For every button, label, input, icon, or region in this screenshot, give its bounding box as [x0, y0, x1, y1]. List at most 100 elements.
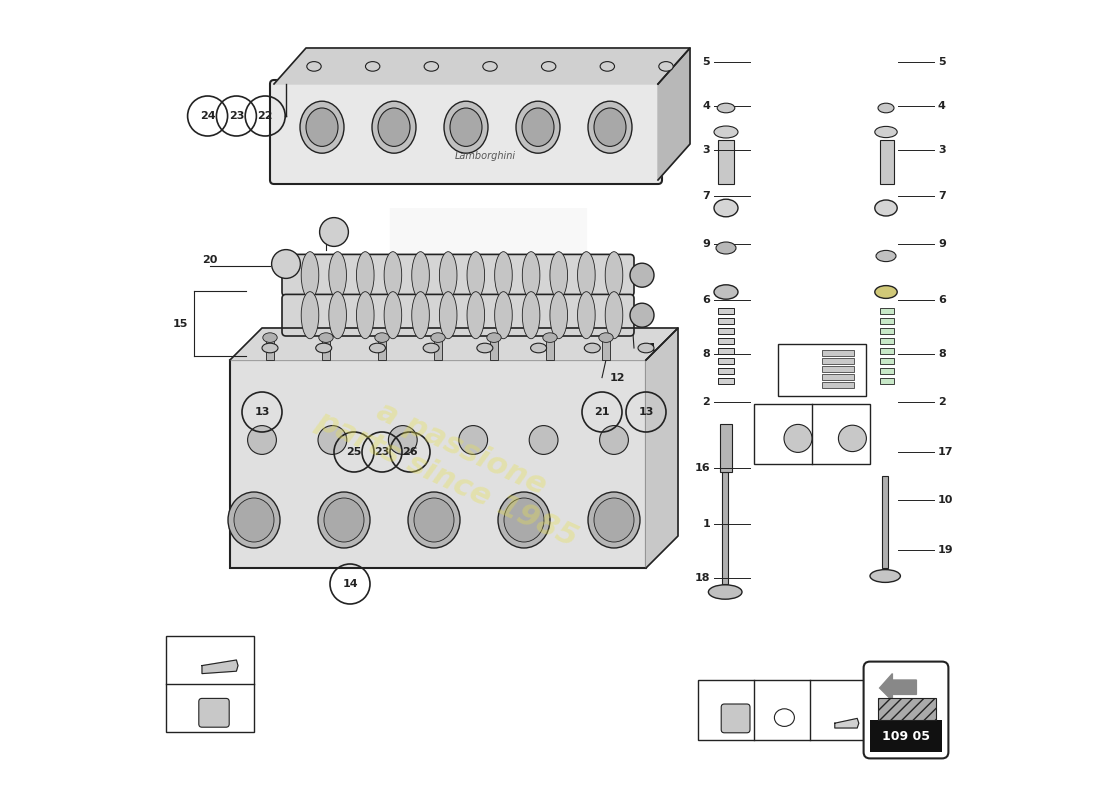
Ellipse shape	[714, 199, 738, 217]
Ellipse shape	[578, 292, 595, 338]
Text: 20: 20	[202, 255, 218, 265]
Ellipse shape	[659, 62, 673, 71]
FancyBboxPatch shape	[698, 680, 866, 740]
Ellipse shape	[365, 62, 380, 71]
Bar	[880, 348, 894, 354]
Ellipse shape	[522, 108, 554, 146]
Text: a passione
parts since 1985: a passione parts since 1985	[311, 375, 596, 553]
Text: 3: 3	[938, 146, 946, 155]
Ellipse shape	[598, 333, 613, 342]
FancyBboxPatch shape	[199, 698, 229, 727]
Text: 20: 20	[318, 227, 333, 237]
Text: 8: 8	[938, 349, 946, 358]
Ellipse shape	[300, 102, 344, 154]
Bar	[880, 318, 894, 324]
Ellipse shape	[594, 498, 634, 542]
Bar	[822, 366, 854, 372]
Ellipse shape	[375, 333, 389, 342]
Polygon shape	[230, 328, 678, 360]
Bar	[880, 308, 894, 314]
Circle shape	[459, 426, 487, 454]
Bar	[880, 140, 894, 184]
Ellipse shape	[874, 126, 898, 138]
Bar	[602, 340, 610, 360]
Ellipse shape	[316, 343, 332, 353]
Bar	[322, 340, 330, 360]
Bar	[718, 378, 734, 384]
Text: Lamborghini: Lamborghini	[454, 151, 516, 161]
Ellipse shape	[630, 263, 654, 287]
Text: 4: 4	[938, 101, 946, 110]
FancyBboxPatch shape	[722, 704, 750, 733]
Polygon shape	[202, 660, 238, 674]
Bar	[546, 340, 554, 360]
Text: 21: 21	[760, 414, 775, 423]
Ellipse shape	[468, 252, 485, 298]
Ellipse shape	[630, 303, 654, 327]
Ellipse shape	[717, 103, 735, 113]
Ellipse shape	[301, 292, 319, 338]
Text: 25: 25	[174, 706, 189, 715]
Bar	[378, 340, 386, 360]
Text: 2: 2	[702, 397, 710, 406]
Bar	[718, 358, 734, 364]
Ellipse shape	[876, 250, 896, 262]
Ellipse shape	[234, 498, 274, 542]
Ellipse shape	[495, 292, 513, 338]
Ellipse shape	[450, 108, 482, 146]
Ellipse shape	[370, 343, 385, 353]
Text: 24: 24	[704, 691, 720, 701]
Text: 21: 21	[594, 407, 609, 417]
FancyBboxPatch shape	[754, 404, 870, 464]
Text: 7: 7	[938, 191, 946, 201]
Bar	[880, 368, 894, 374]
Bar	[822, 358, 854, 364]
Ellipse shape	[372, 102, 416, 154]
Ellipse shape	[329, 292, 346, 338]
Ellipse shape	[605, 292, 623, 338]
Ellipse shape	[444, 102, 488, 154]
Ellipse shape	[356, 292, 374, 338]
Text: 26: 26	[403, 447, 418, 457]
Text: 8: 8	[702, 349, 710, 358]
Bar	[880, 378, 894, 384]
Ellipse shape	[411, 252, 429, 298]
Text: 23: 23	[760, 691, 775, 701]
Ellipse shape	[425, 62, 439, 71]
Ellipse shape	[878, 103, 894, 113]
Circle shape	[388, 426, 417, 454]
FancyBboxPatch shape	[778, 344, 866, 396]
Ellipse shape	[408, 492, 460, 548]
Bar	[718, 328, 734, 334]
Bar	[722, 472, 728, 584]
Ellipse shape	[605, 252, 623, 298]
Ellipse shape	[708, 585, 742, 599]
Text: 14: 14	[784, 351, 800, 361]
Bar	[870, 720, 942, 752]
Bar	[718, 318, 734, 324]
Ellipse shape	[301, 252, 319, 298]
Ellipse shape	[324, 498, 364, 542]
Ellipse shape	[384, 252, 402, 298]
Polygon shape	[274, 48, 690, 84]
Ellipse shape	[356, 252, 374, 298]
Bar	[880, 338, 894, 344]
Ellipse shape	[414, 498, 454, 542]
Circle shape	[600, 426, 628, 454]
FancyBboxPatch shape	[864, 662, 948, 758]
Polygon shape	[658, 48, 690, 180]
FancyBboxPatch shape	[230, 360, 646, 568]
Ellipse shape	[774, 709, 794, 726]
Text: 13: 13	[820, 414, 835, 423]
Polygon shape	[646, 328, 678, 568]
Circle shape	[272, 250, 300, 278]
Text: E: E	[353, 195, 619, 573]
Circle shape	[529, 426, 558, 454]
Bar	[822, 382, 854, 388]
Text: 17: 17	[938, 447, 954, 457]
Text: 26: 26	[174, 653, 189, 662]
Ellipse shape	[588, 102, 632, 154]
Polygon shape	[835, 718, 859, 728]
Text: 6: 6	[938, 295, 946, 305]
Text: 13: 13	[254, 407, 270, 417]
